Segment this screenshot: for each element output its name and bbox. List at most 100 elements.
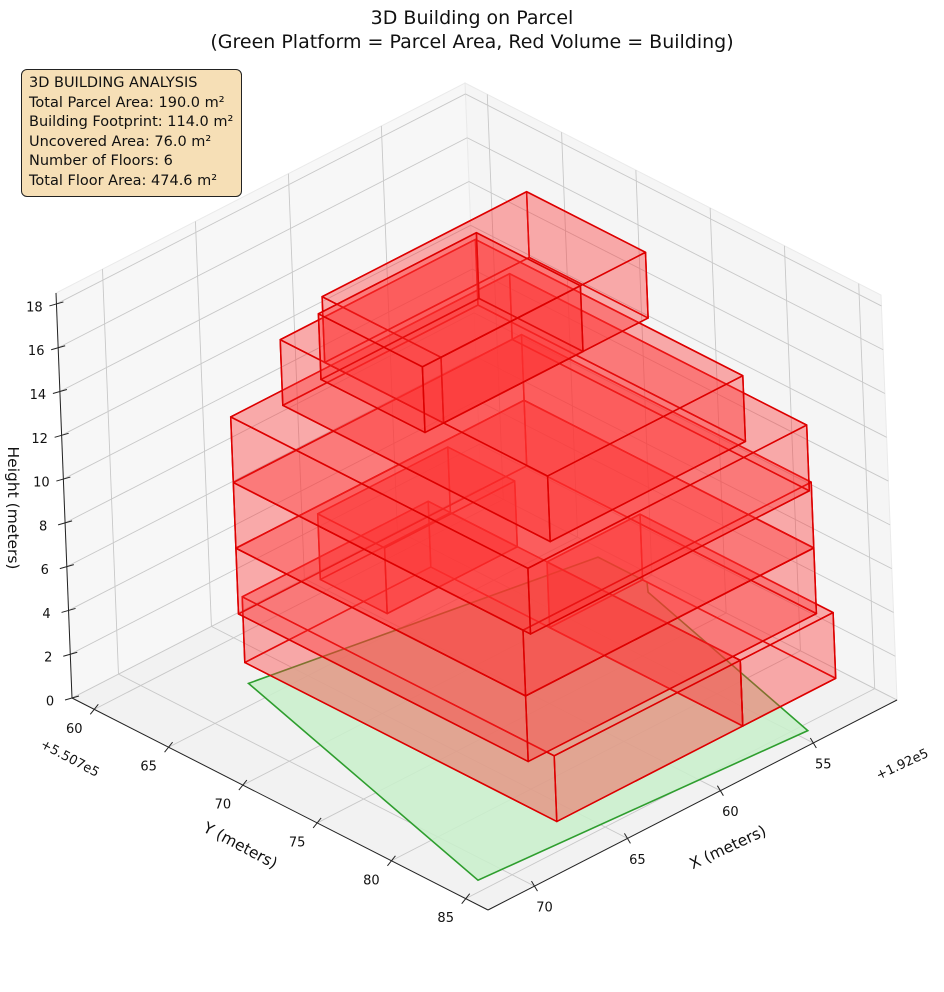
z-tick-mark — [59, 564, 74, 570]
x-offset-label: +1.92e5 — [874, 746, 931, 783]
y-tick-label: 70 — [215, 798, 232, 813]
x-tick-label: 55 — [815, 758, 832, 773]
y-tick-label: 80 — [363, 873, 380, 888]
grid-y-floor — [94, 498, 504, 710]
y-axis-label: Y (meters) — [199, 818, 280, 872]
grid-y-wall — [783, 245, 801, 651]
z-tick-mark — [61, 607, 76, 613]
y-tick-label: 85 — [437, 911, 454, 926]
z-axis-label: Height (meters) — [4, 447, 22, 570]
x-axis-label: X (meters) — [687, 822, 769, 873]
x-tick-mark — [809, 737, 817, 749]
floor-6-block-1 — [321, 190, 649, 424]
z-tick-mark — [63, 651, 78, 657]
grid-y-wall — [635, 170, 653, 576]
z-tick-label: 0 — [46, 695, 54, 710]
building-face — [317, 231, 582, 368]
z-tick-mark — [57, 520, 73, 526]
z-tick-mark — [54, 432, 69, 438]
grid-y-wall — [561, 132, 579, 538]
z-tick-mark — [64, 695, 80, 701]
x-tick-mark — [531, 880, 538, 892]
x-tick-mark — [624, 833, 631, 844]
grid-z-right — [468, 181, 886, 394]
grid-z-right — [475, 356, 893, 570]
grid-z-right — [466, 137, 884, 351]
z-tick-label: 16 — [28, 344, 45, 359]
z-tick-mark — [52, 389, 68, 394]
y-tick-mark — [461, 893, 471, 904]
y-tick-mark — [89, 704, 99, 715]
y-tick-mark — [164, 741, 173, 753]
grid-z-right — [477, 400, 894, 613]
z-tick-label: 6 — [41, 563, 49, 578]
building-face — [229, 272, 808, 570]
z-tick-label: 12 — [31, 432, 48, 447]
z-tick-label: 2 — [44, 651, 52, 666]
building-face — [279, 238, 744, 477]
info-total-parcel-area: Total Parcel Area: 190.0 m² — [29, 94, 225, 111]
grid-z-left — [61, 224, 471, 436]
y-tick-label: 65 — [140, 760, 157, 775]
y-tick-mark — [387, 855, 396, 867]
x-axis-line — [487, 699, 898, 911]
y-tick-label: 60 — [66, 722, 83, 737]
info-number-of-floors: Number of Floors: 6 — [29, 153, 173, 169]
grid-z-right — [470, 224, 887, 438]
info-building-footprint: Building Footprint: 114.0 m² — [29, 114, 234, 130]
grid-z-left — [57, 137, 468, 349]
y-axis-line — [71, 697, 489, 911]
grid-x-wall — [102, 269, 119, 675]
floor-5-block-1 — [279, 238, 747, 543]
building-face — [241, 500, 741, 757]
x-tick-label: 65 — [629, 853, 646, 868]
info-box-heading: 3D BUILDING ANALYSIS — [29, 75, 198, 91]
grid-y-wall — [486, 94, 504, 500]
grid-z-right — [479, 443, 896, 657]
chart-title: 3D Building on Parcel (Green Platform = … — [0, 6, 944, 54]
grid-z-left — [68, 400, 478, 611]
y-offset-label: +5.507e5 — [38, 737, 102, 780]
grid-y-wall — [858, 283, 876, 689]
x-tick-mark — [716, 785, 724, 796]
building-layer — [229, 190, 837, 823]
x-tick-label: 60 — [722, 805, 739, 820]
grid-z-left — [70, 443, 480, 655]
z-tick-label: 14 — [30, 388, 47, 403]
y-tick-mark — [312, 817, 322, 829]
info-uncovered-area: Uncovered Area: 76.0 m² — [29, 133, 212, 150]
axis-lines — [55, 292, 898, 911]
grid-z-left — [71, 487, 482, 699]
z-tick-mark — [51, 345, 66, 351]
grid-z-left — [63, 268, 473, 480]
info-total-floor-area: Total Floor Area: 474.6 m² — [29, 172, 218, 189]
grid-z-left — [64, 312, 475, 524]
z-tick-label: 10 — [33, 476, 50, 491]
grid-y-wall — [709, 207, 727, 613]
grid-x-wall — [287, 173, 305, 579]
z-tick-label: 8 — [39, 519, 47, 534]
y-tick-mark — [238, 779, 248, 791]
grid-z-right — [465, 93, 882, 307]
grid-z-right — [472, 268, 889, 482]
grid-z-left — [66, 356, 477, 568]
z-tick-mark — [49, 301, 64, 307]
chart-title-line-2: (Green Platform = Parcel Area, Red Volum… — [210, 31, 734, 53]
z-tick-mark — [56, 476, 71, 482]
grid-z-left — [59, 181, 470, 392]
z-axis-line — [55, 292, 73, 699]
grid-z-right — [473, 312, 891, 526]
grid-z-left — [56, 93, 466, 305]
floor-1-block-2 — [546, 513, 837, 727]
chart-title-line-1: 3D Building on Parcel — [370, 7, 574, 29]
building-face — [316, 446, 516, 549]
floor-6-block-2 — [317, 231, 584, 434]
grid-x-wall — [194, 221, 212, 627]
y-tick-label: 75 — [289, 835, 306, 850]
grid-z-right — [480, 487, 898, 701]
analysis-info-box: 3D BUILDING ANALYSIS Total Parcel Area: … — [21, 69, 243, 197]
tick-labels: 55 60 65 70 60 65 70 75 80 85 0 2 4 6 8 10 12 14 16 18 — [26, 300, 831, 926]
z-tick-label: 18 — [26, 300, 43, 315]
z-tick-label: 4 — [42, 607, 50, 622]
